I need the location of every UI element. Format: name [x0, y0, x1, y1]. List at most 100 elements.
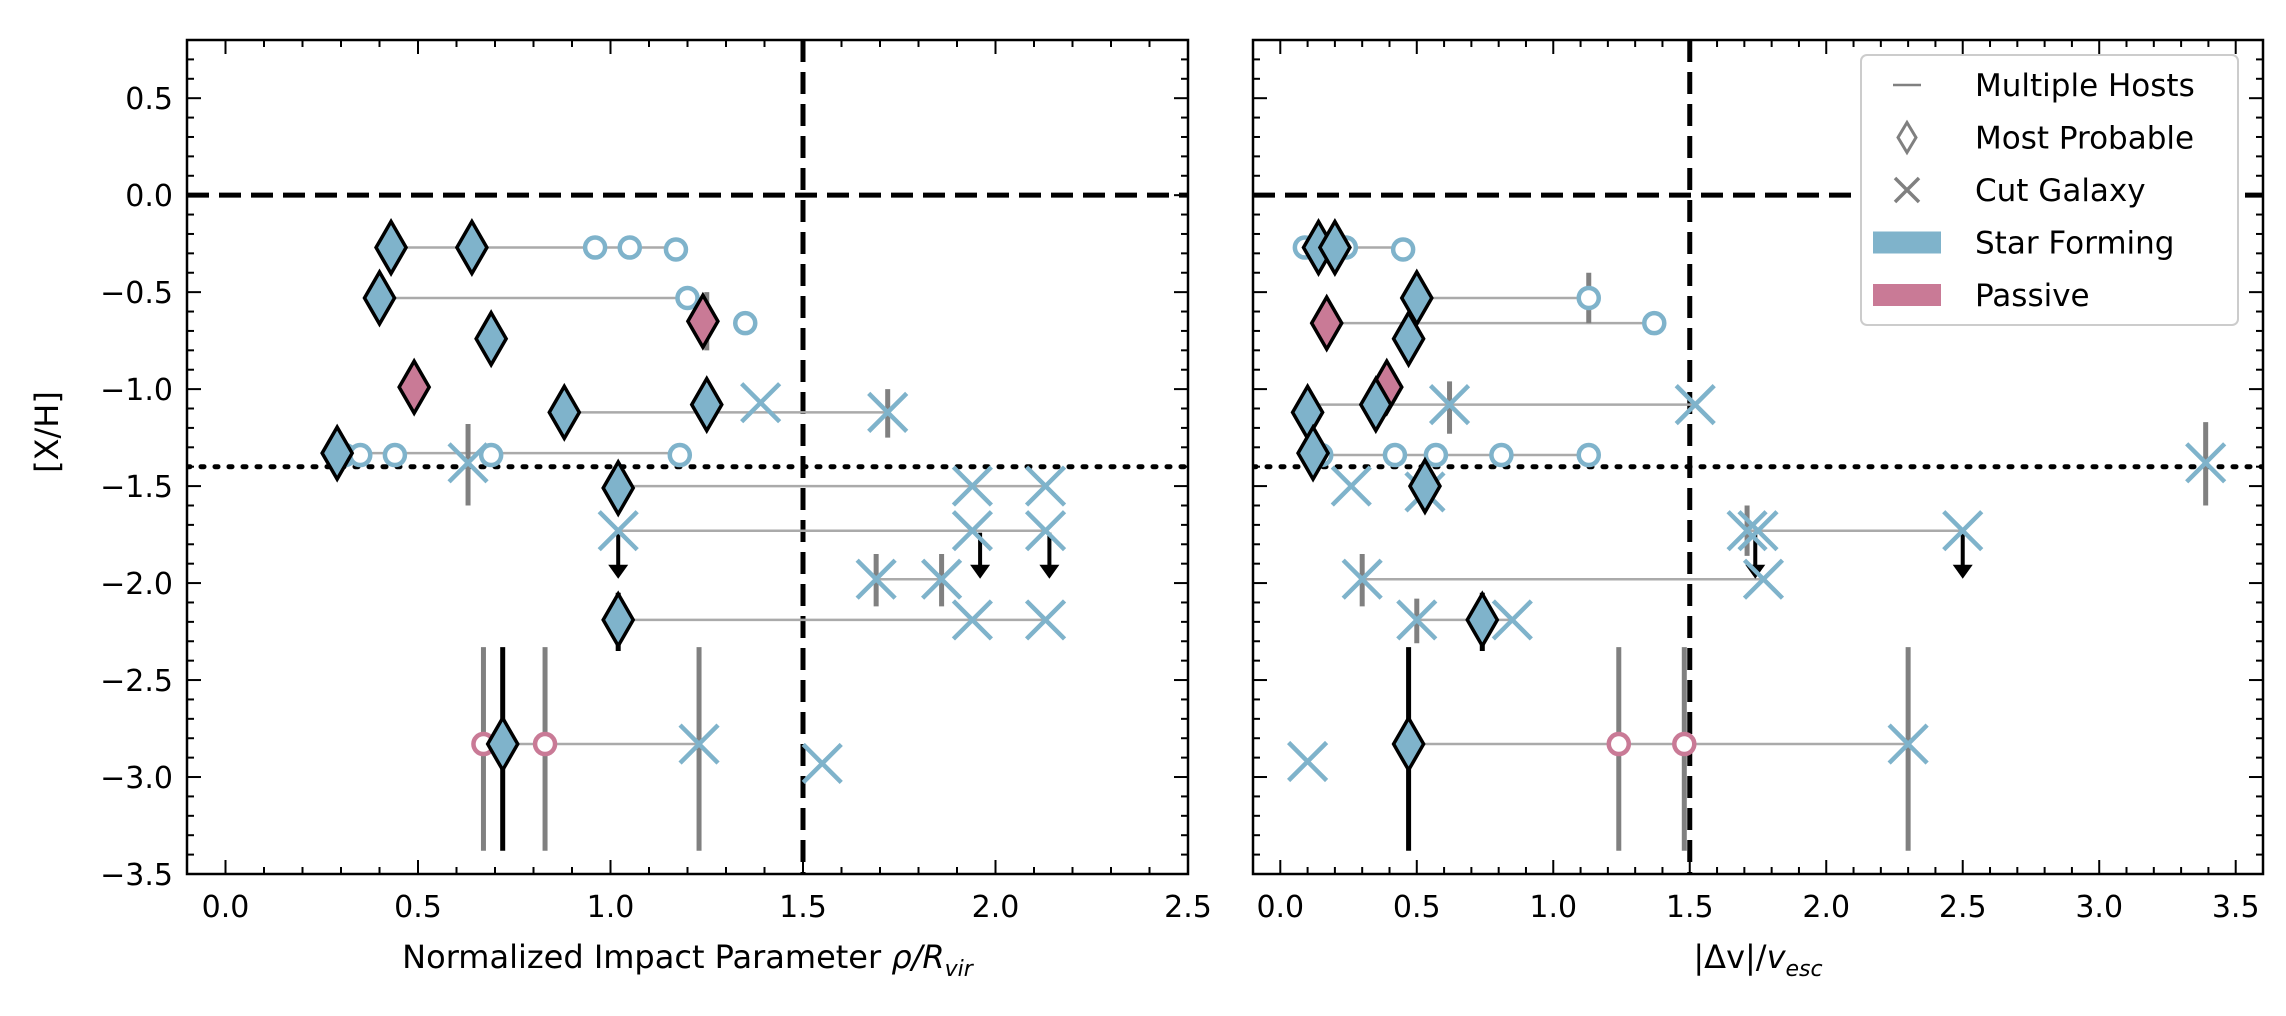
legend: Multiple Hosts Most Probable Cut Galaxy Sta…: [1860, 54, 2239, 326]
most-probable-diamond: [1358, 375, 1393, 435]
most-probable-diamond: [1407, 456, 1442, 516]
most-probable-diamond: [1309, 293, 1344, 353]
cut-galaxy-marker: [1737, 510, 1779, 552]
legend-label: Multiple Hosts: [1975, 68, 2195, 104]
upper-limit-arrowhead: [1952, 564, 1973, 579]
x-tick-label: 0.0: [202, 890, 250, 925]
most-probable-diamond: [362, 268, 397, 328]
legend-label: Cut Galaxy: [1975, 173, 2146, 209]
host-candidate-circle: [1606, 731, 1632, 757]
cut-galaxy-marker: [801, 742, 843, 785]
host-candidate-circle: [582, 235, 608, 260]
cut-galaxy-marker: [951, 465, 993, 507]
cut-galaxy-marker: [1726, 510, 1768, 552]
y-tick-label: −0.5: [100, 276, 173, 311]
cut-galaxy-marker: [678, 723, 720, 765]
most-probable-diamond: [374, 218, 409, 278]
host-candidate-circle: [382, 442, 408, 468]
plot-area: [187, 40, 1188, 874]
upper-limit-arrowhead: [1039, 564, 1060, 579]
most-probable-diamond: [1465, 590, 1500, 650]
x-axis-label: Normalized Impact Parameter ρ/Rvir: [402, 938, 975, 982]
most-probable-diamond: [485, 714, 520, 774]
legend-label: Star Forming: [1975, 226, 2174, 262]
most-probable-diamond: [454, 218, 489, 278]
host-candidate-circle: [733, 310, 758, 336]
right-panel: 0.0 0.5 1.0 1.5 2.0 2.5 3.0 3.5 |Δv|/vesc: [1251, 38, 2265, 982]
cut-galaxy-marker: [855, 558, 897, 600]
x-axis-label-subscript: vir: [945, 957, 975, 982]
cut-galaxy-marker: [1024, 599, 1067, 641]
x-tick-label: 0.0: [1256, 890, 1304, 925]
cut-galaxy-marker: [1674, 384, 1716, 426]
y-tick-label: −1.5: [100, 470, 173, 505]
upper-limit-arrowhead: [970, 564, 991, 579]
x-tick-label: 1.5: [779, 890, 827, 925]
upper-limit-arrowhead: [608, 564, 629, 579]
cut-galaxy-marker: [951, 599, 993, 641]
legend-label: Passive: [1975, 278, 2090, 314]
legend-label: Most Probable: [1975, 121, 2194, 157]
x-tick-label: 1.0: [1529, 890, 1577, 925]
legend-diamond-swatch: [1896, 119, 1918, 156]
most-probable-diamond: [601, 458, 636, 518]
most-probable-diamond: [1317, 218, 1352, 278]
cut-galaxy-marker: [921, 558, 963, 600]
x-tick-label: 2.0: [1802, 890, 1850, 925]
host-candidate-circle: [663, 237, 689, 262]
x-axis-label: |Δv|/vesc: [1693, 938, 1822, 982]
host-candidate-circle: [617, 235, 642, 260]
y-tick-label: −3.0: [100, 761, 173, 796]
x-tick-label: 3.0: [2075, 890, 2123, 925]
cut-galaxy-marker: [1341, 558, 1383, 600]
host-candidate-circle: [1642, 310, 1667, 336]
most-probable-diamond: [1296, 423, 1331, 483]
plot-frame: [1251, 38, 2265, 876]
most-probable-diamond: [1391, 714, 1426, 774]
y-tick-label: 0.0: [125, 179, 173, 214]
legend-box: [1860, 54, 2239, 326]
y-axis-label: [X/H]: [28, 391, 66, 473]
x-axis-label-subscript: esc: [1786, 957, 1823, 982]
x-tick-label: 2.5: [1939, 890, 1987, 925]
host-candidate-circle: [478, 442, 504, 468]
cut-galaxy-marker: [740, 382, 782, 424]
most-probable-diamond: [689, 375, 724, 435]
legend-star-forming-swatch: [1873, 231, 1941, 254]
x-tick-label: 2.0: [972, 890, 1020, 925]
host-candidate-circle: [348, 442, 373, 468]
most-probable-diamond: [397, 357, 432, 417]
cut-galaxy-marker: [1396, 599, 1438, 641]
x-tick-label: 2.5: [1164, 890, 1212, 925]
cut-galaxy-marker: [1024, 465, 1067, 507]
legend-x-swatch: [1893, 176, 1921, 204]
cut-galaxy-marker: [1491, 599, 1533, 641]
cut-galaxy-marker: [1330, 465, 1372, 507]
cut-galaxy-marker: [2185, 442, 2227, 484]
y-tick-label: 0.5: [125, 82, 173, 117]
left-panel: 0.0 0.5 1.0 1.5 2.0 2.5 0.5 0.0 −0.5 −1.0 −1.5 −2.0…: [100, 38, 1212, 982]
y-tick-label: −1.0: [100, 373, 173, 408]
most-probable-diamond: [685, 291, 720, 351]
most-probable-diamond: [601, 590, 636, 650]
host-candidate-circle: [667, 442, 693, 468]
y-tick-label: −2.5: [100, 664, 173, 699]
cut-galaxy-marker: [1887, 723, 1929, 765]
x-axis-label-symbol: v: [1767, 938, 1787, 976]
host-candidate-circle: [1489, 442, 1514, 468]
x-tick-label: 1.5: [1666, 890, 1714, 925]
cut-galaxy-marker: [597, 510, 639, 552]
x-axis-label-text: Normalized Impact Parameter: [402, 938, 891, 976]
x-tick-label: 0.5: [394, 890, 442, 925]
plot-area: [1253, 40, 2263, 874]
host-candidate-circle: [1390, 237, 1416, 262]
host-candidate-circle: [1576, 442, 1602, 468]
most-probable-diamond: [320, 423, 355, 483]
x-tick-label: 3.5: [2212, 890, 2260, 925]
legend-passive-swatch: [1873, 284, 1941, 306]
most-probable-diamond: [474, 309, 509, 369]
host-candidate-circle: [1382, 442, 1408, 468]
cut-galaxy-marker: [1942, 510, 1984, 552]
x-tick-label: 1.0: [587, 890, 635, 925]
